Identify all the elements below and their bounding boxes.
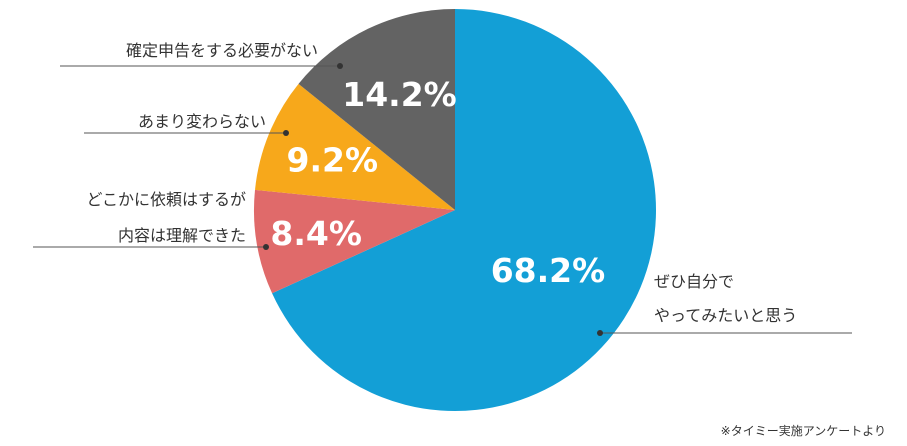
category-label-2-line-2: 内容は理解できた (118, 226, 246, 245)
leader-dot-4 (337, 63, 343, 69)
category-label-4-line-1: 確定申告をする必要がない (126, 41, 318, 60)
leader-dot-3 (283, 130, 289, 136)
value-label-2: 8.4% (270, 214, 362, 253)
pie-slices (253, 9, 656, 411)
leader-dot-1 (597, 330, 603, 336)
pie-slice-2 (253, 189, 455, 294)
leader-dot-2 (263, 244, 269, 250)
category-label-1-line-1: ぜひ自分で (654, 272, 734, 291)
category-label-3-line-1: あまり変わらない (138, 112, 266, 131)
source-note: ※タイミー実施アンケートより (721, 423, 886, 438)
percent-labels: 68.2% 8.4% 9.2% 14.2% (270, 75, 605, 290)
value-label-3: 9.2% (287, 141, 379, 180)
category-label-2-line-1: どこかに依頼はするが (86, 190, 246, 209)
pie-slice-4 (298, 9, 455, 210)
pie-slice-1 (272, 9, 656, 411)
value-label-4: 14.2% (342, 75, 457, 114)
pie-slice-3 (255, 83, 455, 210)
category-label-1-line-2: やってみたいと思う (654, 306, 797, 325)
value-label-1: 68.2% (491, 251, 606, 290)
